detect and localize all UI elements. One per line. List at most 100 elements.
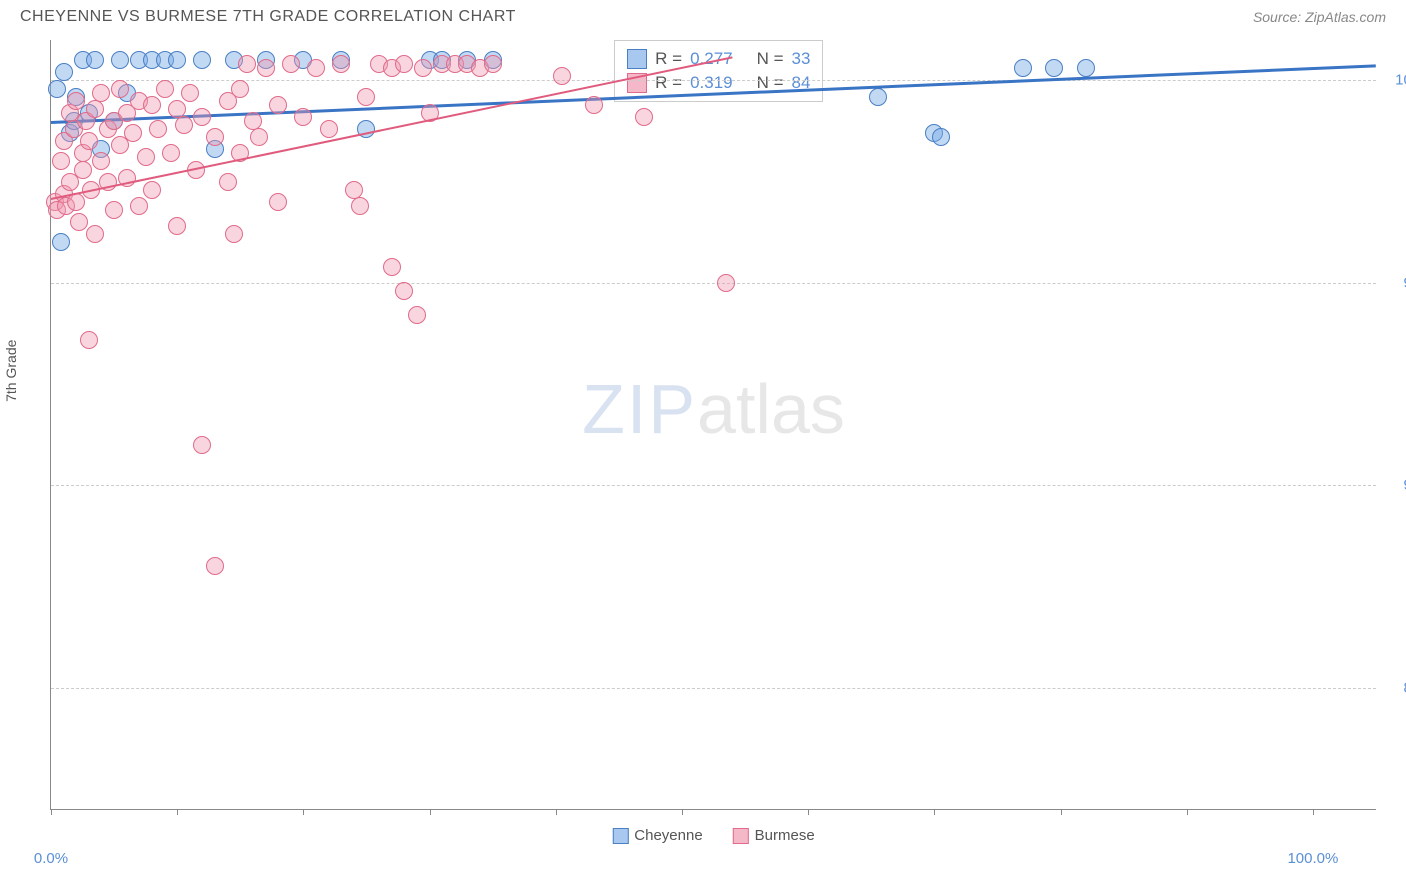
- legend-n-value: 33: [792, 49, 811, 69]
- data-point: [193, 51, 211, 69]
- data-point: [48, 80, 66, 98]
- data-point: [137, 148, 155, 166]
- x-tick: [1061, 809, 1062, 815]
- data-point: [225, 225, 243, 243]
- data-point: [181, 84, 199, 102]
- data-point: [162, 144, 180, 162]
- data-point: [55, 63, 73, 81]
- y-tick-label: 90.0%: [1386, 477, 1406, 494]
- y-axis-label: 7th Grade: [3, 339, 19, 401]
- gridline: [51, 688, 1376, 689]
- data-point: [52, 152, 70, 170]
- data-point: [332, 55, 350, 73]
- data-point: [717, 274, 735, 292]
- data-point: [67, 92, 85, 110]
- series-legend-item: Burmese: [733, 827, 815, 844]
- x-tick-label: 100.0%: [1287, 850, 1338, 867]
- data-point: [932, 128, 950, 146]
- data-point: [219, 173, 237, 191]
- x-tick: [1313, 809, 1314, 815]
- legend-n-label: N =: [757, 49, 784, 69]
- data-point: [869, 88, 887, 106]
- data-point: [395, 55, 413, 73]
- data-point: [193, 108, 211, 126]
- data-point: [206, 557, 224, 575]
- data-point: [231, 80, 249, 98]
- data-point: [175, 116, 193, 134]
- data-point: [80, 132, 98, 150]
- data-point: [1045, 59, 1063, 77]
- data-point: [168, 51, 186, 69]
- data-point: [238, 55, 256, 73]
- data-point: [408, 306, 426, 324]
- data-point: [257, 59, 275, 77]
- legend-r-label: R =: [655, 49, 682, 69]
- x-tick: [177, 809, 178, 815]
- legend-r-label: R =: [655, 73, 682, 93]
- x-tick: [934, 809, 935, 815]
- series-legend: Cheyenne Burmese: [612, 827, 814, 844]
- data-point: [130, 197, 148, 215]
- x-tick: [430, 809, 431, 815]
- data-point: [357, 88, 375, 106]
- data-point: [86, 225, 104, 243]
- data-point: [484, 55, 502, 73]
- data-point: [585, 96, 603, 114]
- y-tick-label: 85.0%: [1386, 679, 1406, 696]
- legend-swatch: [733, 828, 749, 844]
- data-point: [414, 59, 432, 77]
- data-point: [1077, 59, 1095, 77]
- x-tick: [808, 809, 809, 815]
- legend-label: Cheyenne: [634, 827, 702, 844]
- data-point: [395, 282, 413, 300]
- data-point: [86, 51, 104, 69]
- data-point: [143, 181, 161, 199]
- data-point: [168, 217, 186, 235]
- watermark-zip: ZIP: [582, 370, 697, 448]
- watermark-atlas: atlas: [697, 370, 845, 448]
- data-point: [206, 128, 224, 146]
- chart-title: CHEYENNE VS BURMESE 7TH GRADE CORRELATIO…: [20, 8, 516, 26]
- data-point: [307, 59, 325, 77]
- source-label: Source: ZipAtlas.com: [1253, 9, 1386, 25]
- data-point: [383, 258, 401, 276]
- data-point: [52, 233, 70, 251]
- data-point: [70, 213, 88, 231]
- data-point: [553, 67, 571, 85]
- data-point: [1014, 59, 1032, 77]
- legend-swatch: [612, 828, 628, 844]
- gridline: [51, 485, 1376, 486]
- data-point: [156, 80, 174, 98]
- legend-r-value: 0.319: [690, 73, 733, 93]
- x-tick: [1187, 809, 1188, 815]
- gridline: [51, 80, 1376, 81]
- y-tick-label: 95.0%: [1386, 274, 1406, 291]
- x-tick: [51, 809, 52, 815]
- x-tick: [303, 809, 304, 815]
- data-point: [92, 84, 110, 102]
- watermark: ZIPatlas: [582, 369, 845, 449]
- data-point: [193, 436, 211, 454]
- data-point: [74, 161, 92, 179]
- data-point: [111, 51, 129, 69]
- x-tick: [682, 809, 683, 815]
- x-tick: [556, 809, 557, 815]
- data-point: [282, 55, 300, 73]
- data-point: [105, 201, 123, 219]
- data-point: [92, 152, 110, 170]
- data-point: [320, 120, 338, 138]
- chart-plot-area: 7th Grade ZIPatlas R =0.277N =33R =0.319…: [50, 40, 1376, 810]
- x-tick-label: 0.0%: [34, 850, 68, 867]
- data-point: [250, 128, 268, 146]
- series-legend-item: Cheyenne: [612, 827, 702, 844]
- data-point: [269, 193, 287, 211]
- data-point: [111, 80, 129, 98]
- y-tick-label: 100.0%: [1386, 72, 1406, 89]
- data-point: [269, 96, 287, 114]
- data-point: [80, 331, 98, 349]
- data-point: [635, 108, 653, 126]
- legend-label: Burmese: [755, 827, 815, 844]
- data-point: [149, 120, 167, 138]
- data-point: [86, 100, 104, 118]
- gridline: [51, 283, 1376, 284]
